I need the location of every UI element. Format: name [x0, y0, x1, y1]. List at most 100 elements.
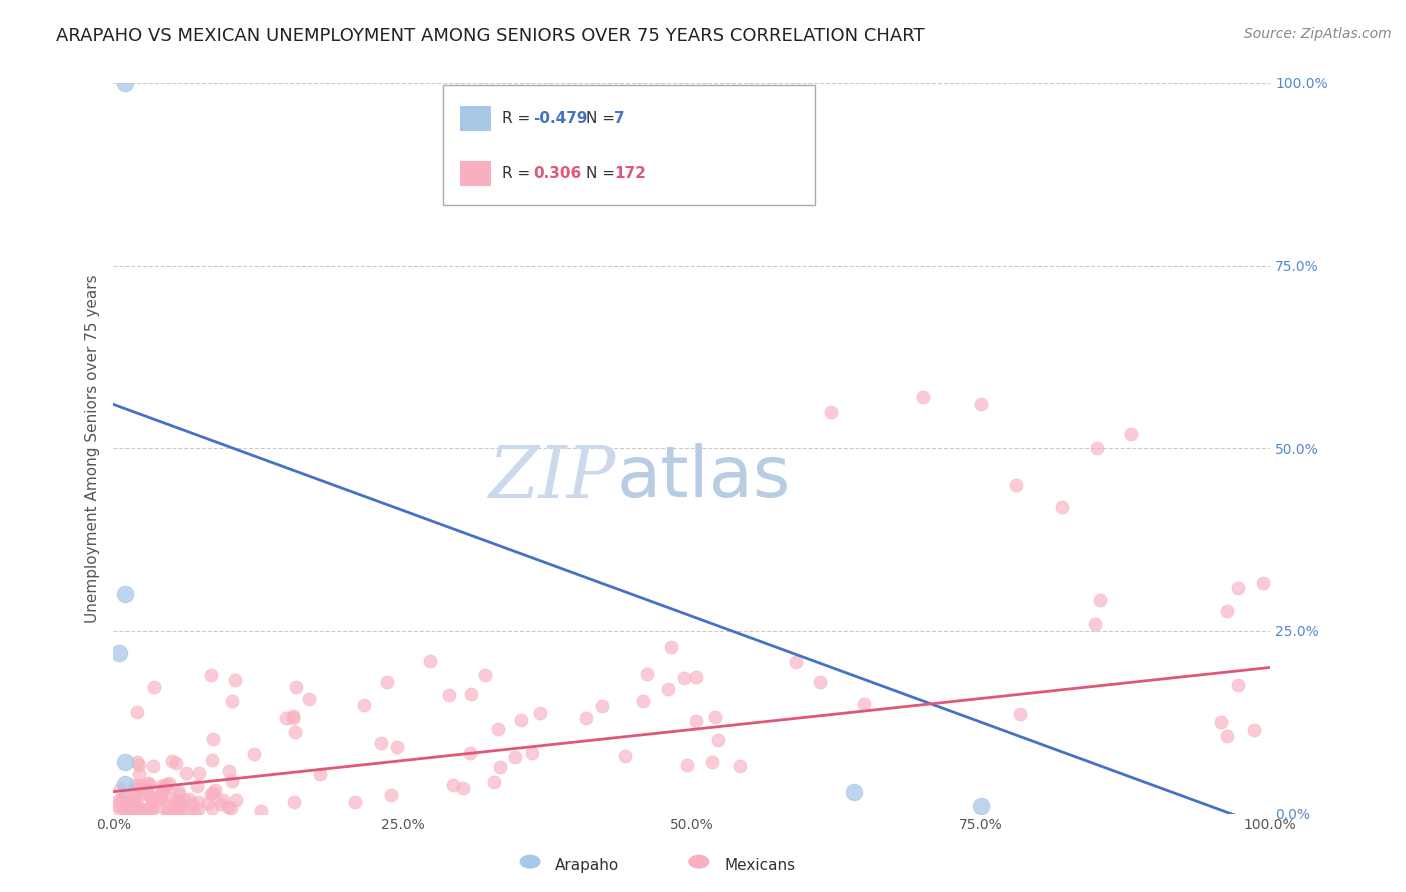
Text: R =: R = [502, 167, 536, 181]
Point [138, 789, 160, 803]
Point [176, 805, 198, 820]
Point [141, 797, 163, 811]
Point [186, 779, 208, 793]
Point [112, 797, 135, 812]
Point [1085, 442, 1108, 456]
Point [107, 794, 129, 808]
Point [202, 786, 225, 800]
Text: atlas: atlas [617, 443, 792, 512]
Point [1227, 678, 1250, 692]
Point [111, 793, 134, 807]
Point [128, 780, 150, 794]
Point [118, 803, 141, 817]
Point [124, 797, 146, 811]
Point [149, 789, 172, 803]
Point [1121, 426, 1143, 441]
Point [820, 405, 842, 419]
Point [150, 779, 173, 793]
Point [672, 671, 695, 685]
Point [141, 802, 163, 816]
Point [169, 794, 191, 808]
Point [353, 698, 375, 712]
Point [114, 587, 136, 601]
Point [458, 747, 481, 761]
Point [166, 802, 188, 816]
Point [201, 731, 224, 746]
Point [685, 714, 707, 728]
Point [114, 777, 136, 791]
Point [125, 794, 148, 808]
Point [970, 397, 993, 411]
Text: R =: R = [502, 112, 536, 126]
Point [128, 767, 150, 781]
Point [160, 754, 183, 768]
Point [142, 792, 165, 806]
Point [108, 782, 131, 797]
Point [200, 801, 222, 815]
Point [489, 760, 512, 774]
Point [1050, 500, 1073, 514]
Text: N =: N = [586, 167, 620, 181]
Point [120, 805, 142, 820]
Point [167, 787, 190, 801]
Point [912, 390, 935, 404]
Point [153, 778, 176, 792]
Point [136, 775, 159, 789]
Point [114, 756, 136, 770]
Point [122, 799, 145, 814]
Point [1215, 604, 1237, 618]
Point [375, 674, 398, 689]
Point [153, 788, 176, 802]
Point [785, 655, 807, 669]
Point [700, 755, 723, 769]
Point [129, 802, 152, 816]
Point [187, 801, 209, 815]
Text: ARAPAHO VS MEXICAN UNEMPLOYMENT AMONG SENIORS OVER 75 YEARS CORRELATION CHART: ARAPAHO VS MEXICAN UNEMPLOYMENT AMONG SE… [56, 27, 925, 45]
Point [166, 795, 188, 809]
Point [636, 667, 658, 681]
Point [281, 709, 304, 723]
Point [200, 788, 222, 802]
Text: Source: ZipAtlas.com: Source: ZipAtlas.com [1244, 27, 1392, 41]
Point [209, 797, 232, 811]
Point [657, 681, 679, 696]
Point [503, 750, 526, 764]
Point [197, 797, 219, 811]
Point [706, 732, 728, 747]
Point [148, 799, 170, 814]
Point [970, 799, 993, 814]
Point [108, 646, 131, 660]
Point [143, 681, 166, 695]
Point [298, 691, 321, 706]
Point [437, 689, 460, 703]
Point [380, 788, 402, 802]
Point [218, 764, 240, 779]
Point [157, 776, 180, 790]
Point [217, 800, 239, 814]
Point [120, 793, 142, 807]
Point [201, 753, 224, 767]
Point [134, 805, 156, 820]
Point [105, 798, 128, 813]
Point [165, 800, 187, 814]
Point [276, 710, 298, 724]
Point [167, 797, 190, 811]
Point [150, 787, 173, 801]
Point [141, 789, 163, 804]
Point [110, 791, 132, 805]
Point [121, 792, 143, 806]
Point [613, 749, 636, 764]
Point [141, 801, 163, 815]
Text: ZIP: ZIP [489, 442, 617, 513]
Point [1216, 730, 1239, 744]
Point [474, 668, 496, 682]
Point [134, 780, 156, 794]
Point [225, 792, 247, 806]
Point [110, 796, 132, 810]
Point [112, 795, 135, 809]
Point [486, 722, 509, 736]
Point [112, 801, 135, 815]
Point [200, 667, 222, 681]
Point [112, 789, 135, 804]
Point [169, 785, 191, 799]
